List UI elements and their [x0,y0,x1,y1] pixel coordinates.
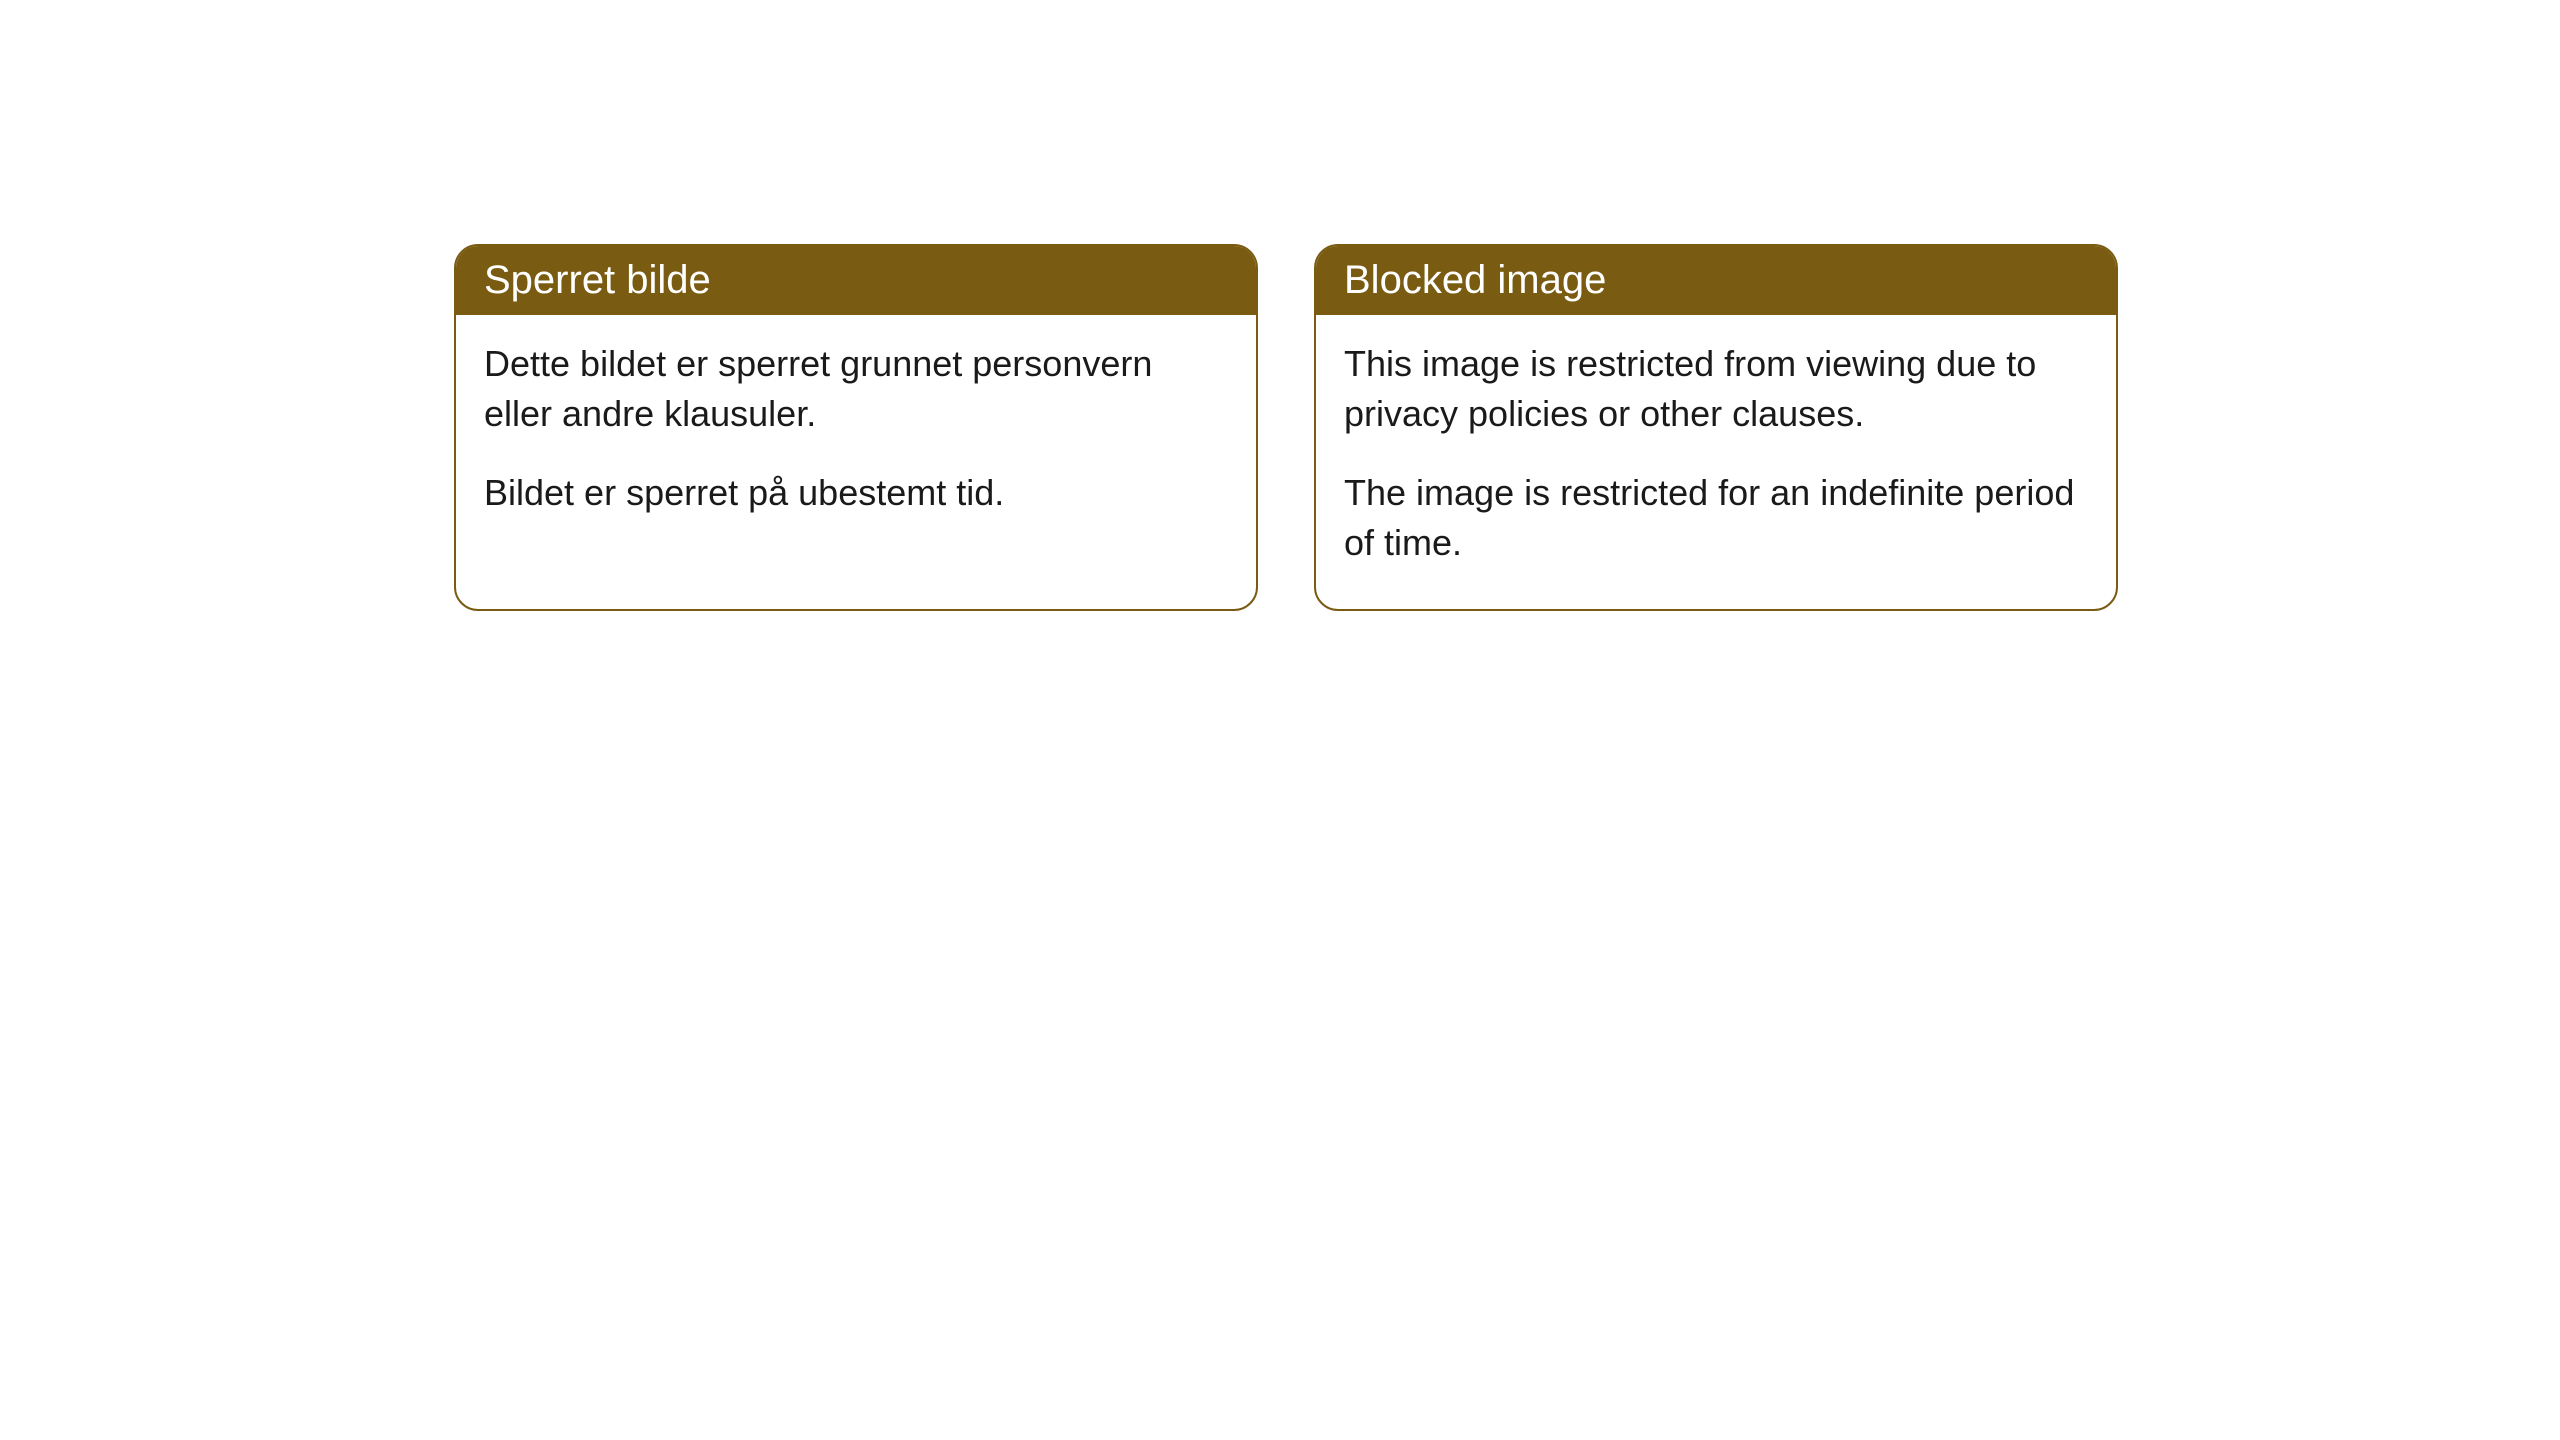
card-paragraph-1: Dette bildet er sperret grunnet personve… [484,339,1228,440]
notice-card-norwegian: Sperret bilde Dette bildet er sperret gr… [454,244,1258,611]
notice-card-english: Blocked image This image is restricted f… [1314,244,2118,611]
card-body: Dette bildet er sperret grunnet personve… [456,315,1256,558]
card-title: Blocked image [1344,258,1606,302]
card-paragraph-2: The image is restricted for an indefinit… [1344,468,2088,569]
card-title: Sperret bilde [484,258,711,302]
card-paragraph-1: This image is restricted from viewing du… [1344,339,2088,440]
card-paragraph-2: Bildet er sperret på ubestemt tid. [484,468,1228,518]
notice-container: Sperret bilde Dette bildet er sperret gr… [0,0,2560,611]
card-header: Sperret bilde [456,246,1256,315]
card-header: Blocked image [1316,246,2116,315]
card-body: This image is restricted from viewing du… [1316,315,2116,609]
